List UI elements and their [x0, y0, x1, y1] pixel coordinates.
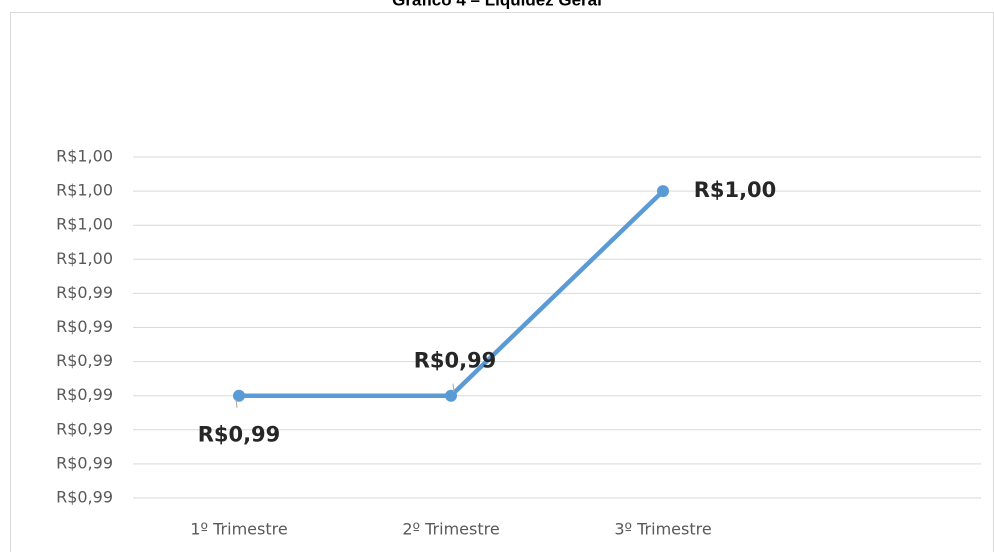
- x-tick-label: 2º Trimestre: [402, 520, 499, 539]
- leader-line: [235, 399, 238, 408]
- y-tick-label: R$0,99: [56, 488, 113, 507]
- leader-line: [452, 383, 455, 393]
- data-label: R$0,99: [414, 349, 497, 373]
- y-tick-label: R$0,99: [56, 283, 113, 302]
- y-tick-label: R$0,99: [56, 351, 113, 370]
- y-tick-label: R$0,99: [56, 453, 113, 472]
- y-tick-label: R$0,99: [56, 385, 113, 404]
- point: [233, 389, 245, 402]
- y-tick-label: R$1,00: [56, 215, 113, 234]
- data-label: R$1,00: [694, 178, 777, 202]
- data-label: R$0,99: [198, 423, 281, 447]
- chart-title: Gráfico 4 – Liquidez Geral: [392, 0, 602, 9]
- x-tick-label: 3º Trimestre: [614, 520, 711, 539]
- point: [657, 185, 669, 198]
- chart-border: [10, 12, 994, 552]
- y-tick-label: R$1,00: [56, 147, 113, 166]
- y-tick-label: R$0,99: [56, 419, 113, 438]
- x-tick-label: 1º Trimestre: [190, 520, 287, 539]
- y-tick-label: R$1,00: [56, 181, 113, 200]
- y-tick-label: R$1,00: [56, 249, 113, 268]
- y-tick-label: R$0,99: [56, 317, 113, 336]
- point: [445, 389, 457, 402]
